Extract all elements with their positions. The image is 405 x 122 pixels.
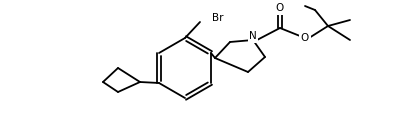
Text: O: O	[300, 33, 308, 43]
Text: N: N	[249, 31, 256, 41]
Text: Br: Br	[211, 13, 223, 23]
Text: O: O	[275, 3, 283, 13]
